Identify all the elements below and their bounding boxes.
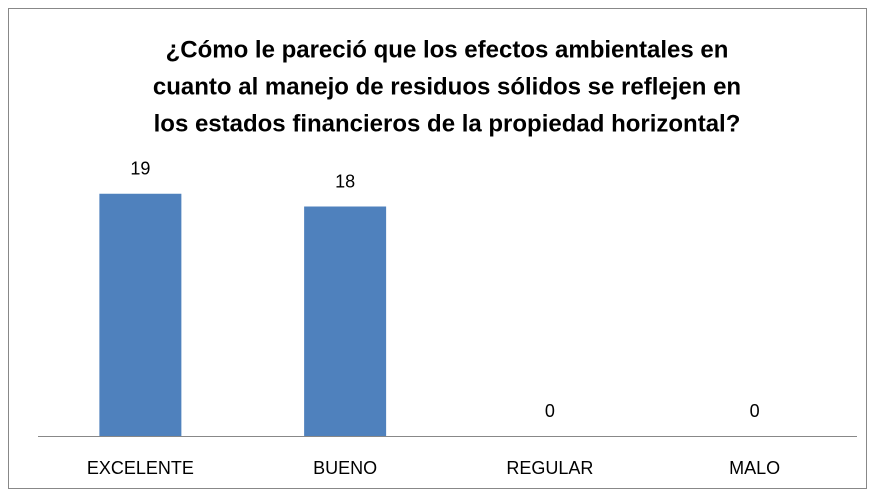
x-tick-label: EXCELENTE bbox=[87, 458, 194, 478]
data-label: 19 bbox=[130, 159, 150, 179]
data-label: 18 bbox=[335, 171, 355, 191]
data-label: 0 bbox=[545, 401, 555, 421]
bar bbox=[99, 193, 182, 436]
x-tick-label: MALO bbox=[729, 458, 780, 478]
chart-title: cuanto al manejo de residuos sólidos se … bbox=[153, 73, 741, 100]
x-tick-label: REGULAR bbox=[506, 458, 593, 478]
bar bbox=[304, 206, 387, 436]
chart-title: ¿Cómo le pareció que los efectos ambient… bbox=[166, 36, 729, 63]
x-tick-label: BUENO bbox=[313, 458, 377, 478]
chart-title: los estados financieros de la propiedad … bbox=[154, 110, 741, 137]
data-label: 0 bbox=[750, 401, 760, 421]
